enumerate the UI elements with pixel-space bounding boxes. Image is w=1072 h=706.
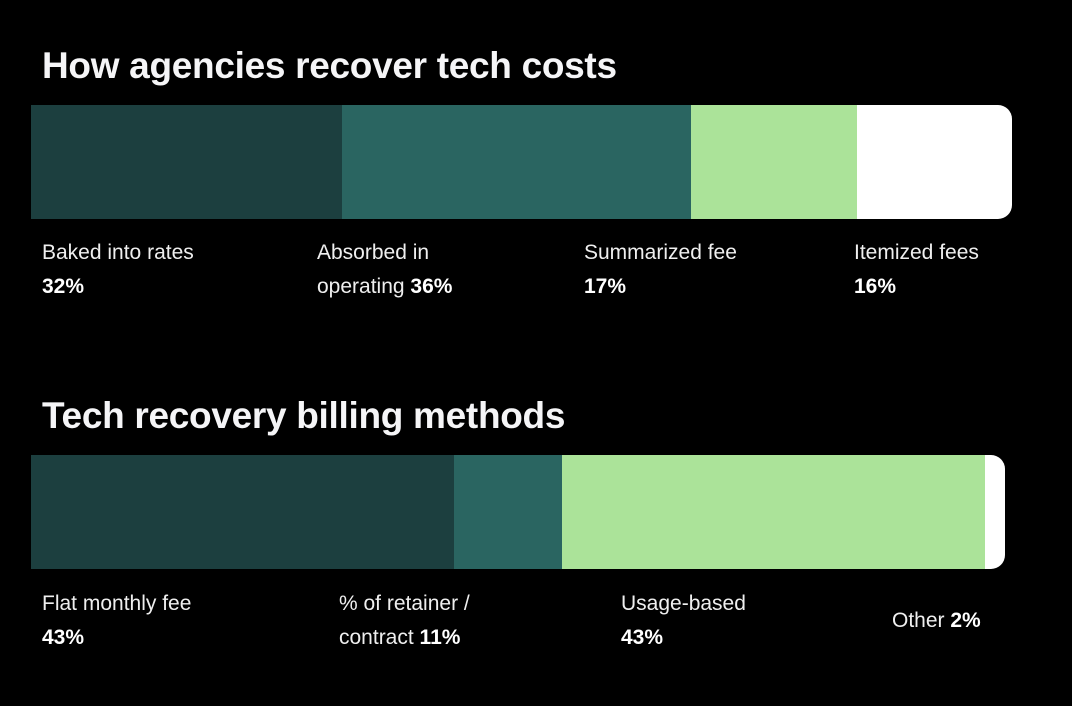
segment-value: 16% (854, 275, 897, 298)
segment-label: Summarized fee 17% (584, 236, 737, 304)
segment-value: 43% (42, 626, 85, 649)
segment-value: 17% (584, 275, 627, 298)
bar-segment (562, 455, 988, 569)
stacked-bar (31, 455, 1005, 569)
segment-name-line2: operating (317, 275, 405, 298)
segment-value: 11% (419, 626, 461, 649)
bar-segment (31, 105, 343, 219)
bar-segment (985, 455, 1005, 569)
bar-segment (691, 105, 859, 219)
segment-label: Other 2% (892, 604, 981, 638)
segment-name: Itemized fees (854, 241, 979, 264)
segment-label: Itemized fees 16% (854, 236, 979, 304)
segment-name: Summarized fee (584, 241, 737, 264)
bar-segment (856, 105, 1012, 219)
segment-value: 43% (621, 626, 664, 649)
bar-segment (341, 105, 693, 219)
segment-label: Usage-based 43% (621, 587, 746, 655)
segment-label: Baked into rates 32% (42, 236, 194, 304)
segment-name: % of retainer / (339, 592, 470, 615)
segment-value: 36% (410, 275, 453, 298)
segment-label: % of retainer / contract 11% (339, 587, 470, 655)
chart-title: Tech recovery billing methods (42, 395, 566, 436)
segment-name: Flat monthly fee (42, 592, 192, 615)
segment-name: Absorbed in (317, 241, 430, 264)
segment-label: Absorbed in operating 36% (317, 236, 452, 304)
segment-label: Flat monthly fee 43% (42, 587, 191, 655)
stacked-bar (31, 105, 1012, 219)
segment-name: Usage-based (621, 592, 746, 615)
segment-value: 2% (950, 609, 981, 632)
segment-name-line2: contract (339, 626, 414, 649)
segment-name: Other (892, 609, 945, 632)
bar-segment (31, 455, 456, 569)
bar-segment (454, 455, 565, 569)
segment-name: Baked into rates (42, 241, 194, 264)
segment-value: 32% (42, 275, 85, 298)
chart-title: How agencies recover tech costs (42, 45, 617, 86)
